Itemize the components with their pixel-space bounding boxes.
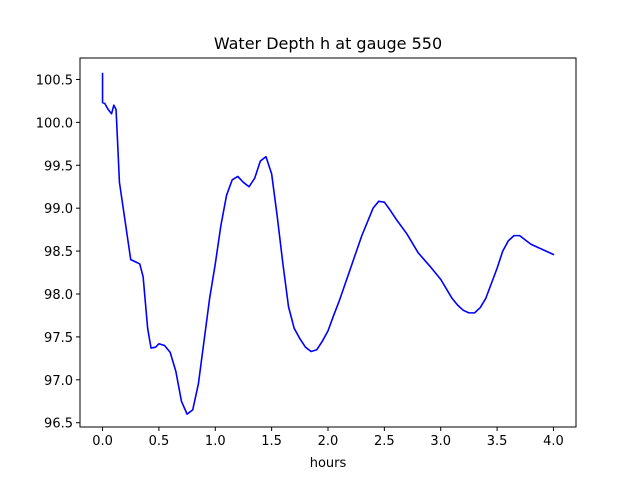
plot-area (101, 72, 555, 415)
y-tick-label: 100.5 (36, 73, 73, 88)
y-tick-label: 97.5 (44, 331, 73, 346)
y-tick-label: 100.0 (36, 116, 73, 131)
chart-title: Water Depth h at gauge 550 (214, 34, 442, 53)
x-tick-label: 0.0 (92, 434, 113, 449)
x-tick-label: 3.5 (487, 434, 508, 449)
x-tick-label: 4.0 (543, 434, 564, 449)
x-tick-label: 2.0 (318, 434, 339, 449)
x-axis-label: hours (310, 456, 347, 471)
y-tick-label: 99.0 (44, 202, 73, 217)
x-tick-label: 2.5 (374, 434, 395, 449)
series-line (101, 72, 555, 415)
x-tick-label: 1.5 (261, 434, 282, 449)
y-tick-label: 99.5 (44, 159, 73, 174)
y-tick-label: 98.5 (44, 245, 73, 260)
x-tick-label: 3.0 (430, 434, 451, 449)
x-tick-label: 0.5 (149, 434, 170, 449)
x-tick-label: 1.0 (205, 434, 226, 449)
axes-frame (79, 57, 577, 428)
y-tick-label: 98.0 (44, 288, 73, 303)
y-tick-label: 96.5 (44, 417, 73, 432)
y-tick-label: 97.0 (44, 374, 73, 389)
axis-ticks: 0.0 0.5 1.0 1.5 2.0 2.5 3.0 3.5 4.0 96.5 97.0 97.5 9… (36, 73, 564, 449)
